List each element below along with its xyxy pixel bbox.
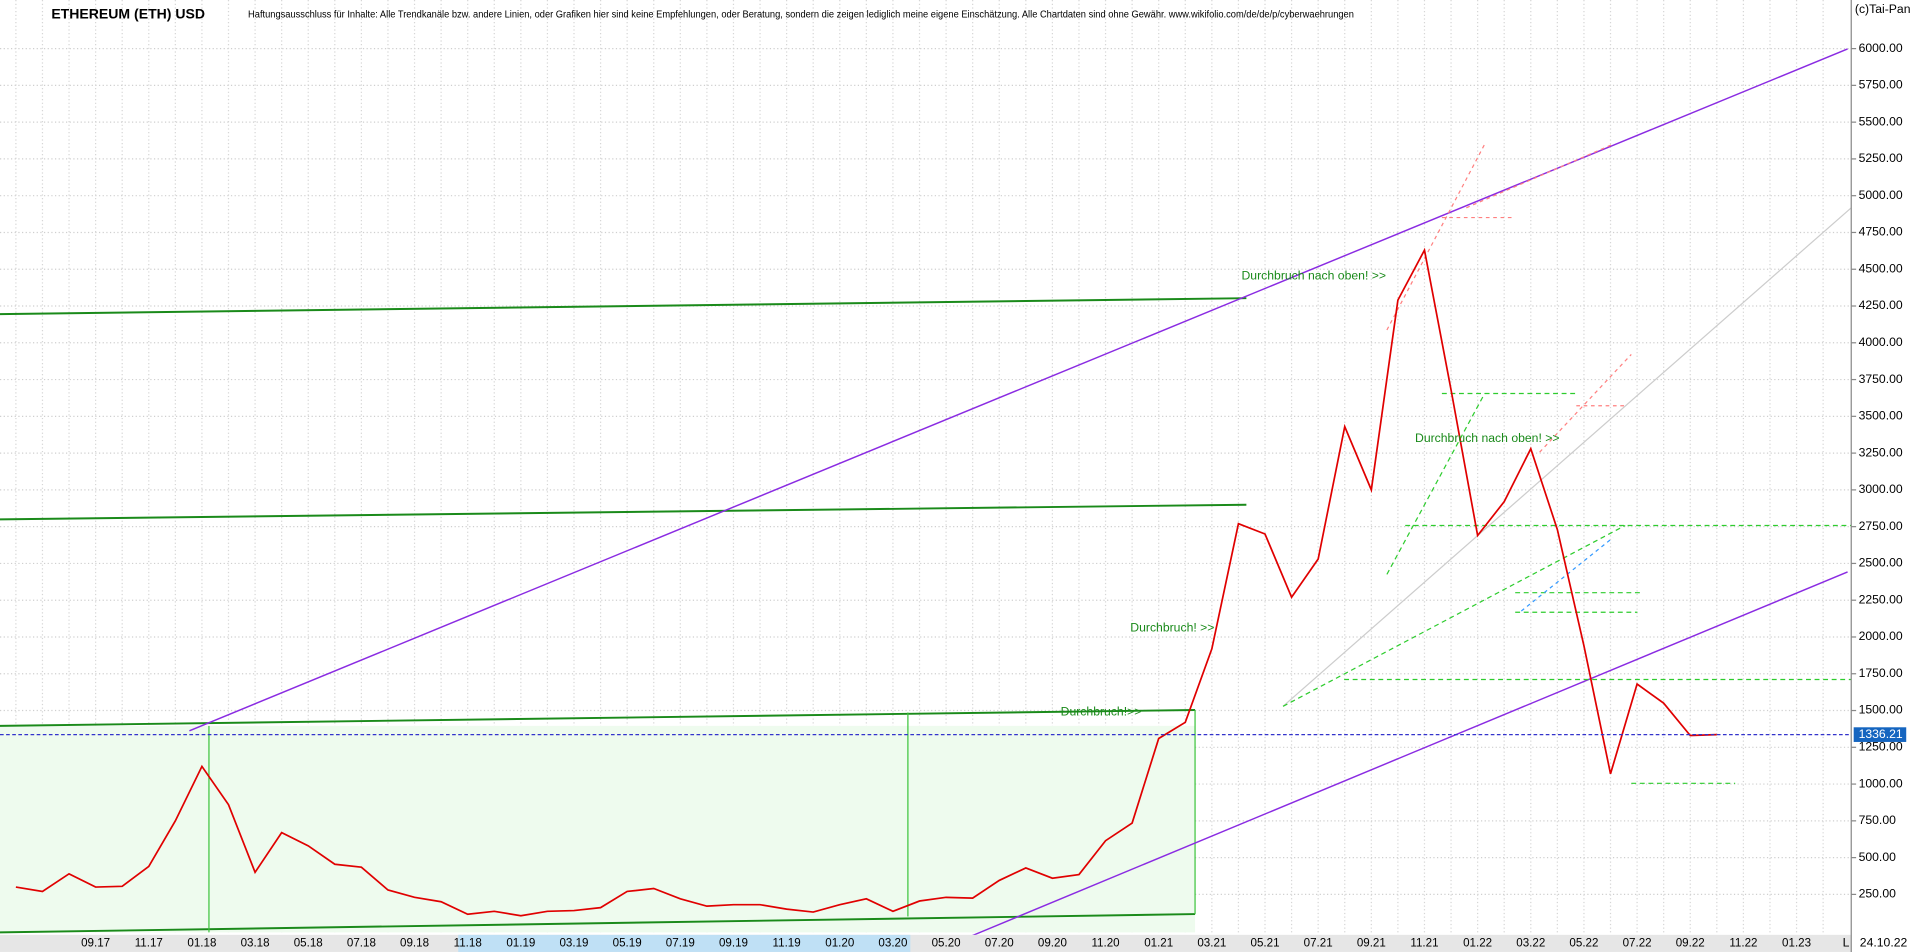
last-date: 24.10.22 (1860, 936, 1908, 950)
x-tick-label: 03.22 (1516, 936, 1545, 949)
x-tick-label: 03.19 (559, 936, 588, 949)
y-tick-label: 4250.00 (1859, 298, 1903, 312)
trend-line (0, 709, 1196, 727)
scale-mode: L (1843, 936, 1850, 950)
x-tick-label: 05.18 (294, 936, 323, 949)
y-tick-label: 1500.00 (1859, 703, 1903, 717)
x-tick-label: 05.22 (1569, 936, 1598, 949)
chart-title: ETHEREUM (ETH) USD (51, 5, 205, 21)
x-tick-label: 01.23 (1782, 936, 1811, 949)
annotation: Durchbruch nach oben! >> (1241, 268, 1386, 282)
y-tick-label: 1250.00 (1859, 740, 1903, 754)
x-tick-label: 07.21 (1304, 936, 1333, 949)
channel-line (965, 571, 1848, 940)
channel (189, 48, 1848, 940)
x-tick-label: 03.21 (1197, 936, 1226, 949)
x-tick-label: 01.21 (1144, 936, 1173, 949)
copyright: (c)Tai-Pan (1855, 2, 1911, 16)
x-tick-label: 11.21 (1410, 936, 1438, 949)
y-tick-label: 5500.00 (1859, 114, 1903, 128)
dashed-line (1386, 393, 1486, 575)
x-tick-label: 03.20 (878, 936, 907, 949)
annotation: Durchbruch! >> (1130, 620, 1214, 634)
trend-line (1282, 207, 1852, 707)
y-tick-label: 1750.00 (1859, 666, 1903, 680)
y-tick-label: 2250.00 (1859, 592, 1903, 606)
x-tick-label: 01.18 (187, 936, 216, 949)
x-tick-label: 09.22 (1676, 936, 1705, 949)
last-price-box (1853, 727, 1907, 742)
trend-line (0, 297, 1247, 316)
dashed-line (1282, 524, 1626, 707)
x-tick-label: 03.18 (241, 936, 270, 949)
y-tick-label: 3000.00 (1859, 482, 1903, 496)
x-tick-label: 07.20 (985, 936, 1014, 949)
y-tick-label: 2500.00 (1859, 556, 1903, 570)
price-line (15, 247, 1717, 917)
x-tick-label: 07.22 (1623, 936, 1652, 949)
y-tick-label: 750.00 (1859, 813, 1897, 827)
x-tick-label: 05.21 (1251, 936, 1280, 949)
x-tick-label: 11.22 (1729, 936, 1757, 949)
channel-line (189, 48, 1848, 732)
dashed-line (1386, 143, 1486, 331)
x-tick-label: 07.19 (666, 936, 695, 949)
x-tick-label: 01.19 (506, 936, 535, 949)
trend-line (0, 503, 1247, 521)
x-tick-label: 11.20 (1091, 936, 1119, 949)
y-tick-label: 3750.00 (1859, 372, 1903, 386)
x-tick-label: 09.20 (1038, 936, 1067, 949)
y-tick-label: 250.00 (1859, 887, 1897, 901)
y-tick-label: 3250.00 (1859, 445, 1903, 459)
last-price-label: 1336.21 (1859, 727, 1903, 741)
y-tick-label: 5750.00 (1859, 78, 1903, 92)
x-tick-label: 09.21 (1357, 936, 1386, 949)
dashed-line (1466, 143, 1614, 209)
x-tick-label: 05.19 (613, 936, 642, 949)
x-tick-label: 05.20 (932, 936, 961, 949)
y-tick-label: 6000.00 (1859, 41, 1903, 55)
y-tick-label: 4750.00 (1859, 225, 1903, 239)
labels: 250.00 500.00 750.00 1000.00 1250.00 1500.00 1… (81, 41, 1907, 949)
zone (0, 725, 1196, 933)
annotation: Durchbruch!>> (1061, 705, 1142, 719)
dashed-lines (1282, 392, 1852, 784)
x-tick-label: 09.19 (719, 936, 748, 949)
x-tick-label: 09.18 (400, 936, 429, 949)
y-tick-label: 4500.00 (1859, 261, 1903, 275)
annotation: Durchbruch nach oben! >> (1415, 431, 1560, 445)
x-tick-label: 11.18 (454, 936, 482, 949)
y-tick-label: 2000.00 (1859, 629, 1903, 643)
series (0, 247, 1852, 917)
y-tick-label: 4000.00 (1859, 335, 1903, 349)
subtitle: Haftungsausschluss für Inhalte: Alle Tre… (248, 9, 1354, 20)
y-tick-label: 500.00 (1859, 850, 1897, 864)
vertical-lines (208, 710, 1196, 933)
trend-line (0, 913, 1196, 934)
x-tick-label: 07.18 (347, 936, 376, 949)
y-tick-label: 2750.00 (1859, 519, 1903, 533)
x-tick-label: 09.17 (81, 936, 110, 949)
x-axis-highlight (458, 934, 911, 952)
trend-lines (0, 297, 1247, 934)
y-tick-label: 1000.00 (1859, 776, 1903, 790)
y-tick-label: 5000.00 (1859, 188, 1903, 202)
x-tick-label: 11.17 (135, 936, 163, 949)
dashed-line (1539, 353, 1632, 453)
y-tick-label: 3500.00 (1859, 409, 1903, 423)
x-tick-label: 01.20 (825, 936, 854, 949)
x-tick-label: 01.22 (1463, 936, 1492, 949)
red-dashed (1386, 143, 1632, 453)
x-tick-label: 11.19 (773, 936, 801, 949)
y-tick-label: 5250.00 (1859, 151, 1903, 165)
